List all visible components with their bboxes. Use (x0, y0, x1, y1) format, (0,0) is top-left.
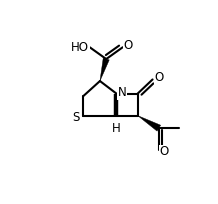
Polygon shape (100, 58, 109, 81)
Text: O: O (124, 39, 133, 52)
Text: O: O (160, 145, 169, 158)
Text: O: O (154, 71, 164, 84)
Text: S: S (73, 111, 80, 124)
Polygon shape (138, 116, 161, 131)
Text: H: H (112, 122, 121, 135)
Text: N: N (118, 86, 127, 99)
Text: HO: HO (71, 41, 89, 54)
